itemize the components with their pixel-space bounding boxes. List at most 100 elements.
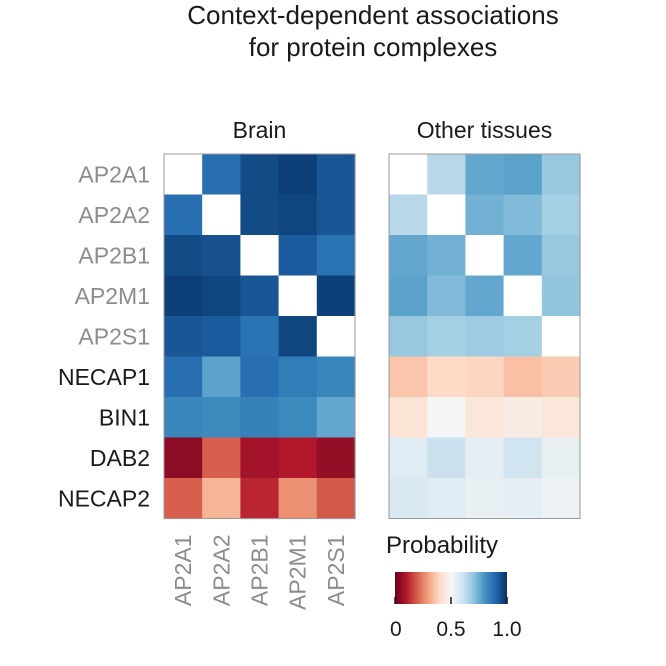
heatmap-cell [541, 356, 581, 398]
heatmap-cell [202, 397, 241, 439]
heatmap-cell [164, 437, 203, 479]
heatmap-cell [278, 194, 318, 236]
row-label: NECAP1 [58, 364, 150, 390]
heatmap-cell [427, 478, 466, 520]
heatmap-cell [316, 478, 356, 520]
column-label: AP2B1 [247, 535, 273, 607]
row-label: AP2M1 [75, 283, 150, 309]
panel-border [163, 153, 356, 519]
heatmap-cell [202, 316, 241, 358]
heatmap-panel-brain: Brain [163, 117, 356, 520]
heatmap-cell [541, 437, 581, 479]
heatmap-cell [427, 154, 466, 196]
heatmap-cell [202, 437, 241, 479]
heatmap-cell [389, 194, 428, 236]
heatmap-cell [427, 194, 466, 236]
colorbar-tick-label: 0 [390, 618, 402, 641]
heatmap-cell [240, 316, 280, 358]
heatmap-cell [278, 397, 318, 439]
heatmap-cell [164, 356, 203, 398]
colorbar-tick-label: 0.5 [436, 618, 465, 641]
heatmap-cell [389, 154, 428, 196]
heatmap-panels: Brain Other tissues [163, 117, 581, 520]
row-label: DAB2 [90, 445, 150, 471]
heatmap-cell [541, 194, 581, 236]
panel-title: Brain [233, 117, 287, 143]
heatmap-cell [503, 154, 543, 196]
heatmap-panel-other-tissues: Other tissues [388, 117, 581, 520]
heatmap-cell [541, 275, 581, 317]
heatmap-cell [316, 316, 356, 358]
heatmap-cell [240, 275, 280, 317]
heatmap-cell [240, 194, 280, 236]
heatmap-cell [389, 478, 428, 520]
heatmap-cell [316, 437, 356, 479]
heatmap-cell [240, 154, 280, 196]
row-label: BIN1 [99, 404, 150, 430]
heatmap-cell [240, 235, 280, 277]
heatmap-cell [278, 478, 318, 520]
heatmap-cell [278, 235, 318, 277]
heatmap-cell [427, 437, 466, 479]
heatmap-cell [389, 275, 428, 317]
heatmap-cell [164, 194, 203, 236]
colorbar-legend: Probability 0 0.5 1.0 [386, 532, 522, 641]
heatmap-cell [503, 194, 543, 236]
heatmap-cell [240, 397, 280, 439]
heatmap-cell [389, 356, 428, 398]
heatmap-cell [202, 154, 241, 196]
heatmap-cell [503, 397, 543, 439]
heatmap-cell [164, 478, 203, 520]
heatmap-cell [465, 478, 505, 520]
heatmap-cell [389, 397, 428, 439]
heatmap-cell [316, 235, 356, 277]
heatmap-cell [278, 154, 318, 196]
heatmap-cell [316, 154, 356, 196]
heatmap-cell [278, 275, 318, 317]
heatmap-cell [164, 316, 203, 358]
heatmap-cell [240, 437, 280, 479]
heatmap-cell [316, 275, 356, 317]
heatmap-cell [389, 235, 428, 277]
heatmap-cell [427, 275, 466, 317]
heatmap-cell [427, 356, 466, 398]
heatmap-cell [541, 154, 581, 196]
chart-title-line-1: Context-dependent associations [187, 0, 558, 30]
heatmap-cell [427, 235, 466, 277]
column-labels: AP2A1 AP2A2 AP2B1 AP2M1 AP2S1 [170, 535, 349, 610]
heatmap-cell [240, 356, 280, 398]
heatmap-cell [316, 194, 356, 236]
row-label: AP2B1 [78, 242, 150, 268]
heatmap-cell [278, 437, 318, 479]
heatmap-cell [240, 478, 280, 520]
heatmap-cell [541, 397, 581, 439]
heatmap-cell [278, 356, 318, 398]
heatmap-cell [278, 316, 318, 358]
heatmap-cell [465, 275, 505, 317]
heatmap-cell [316, 356, 356, 398]
heatmap-cell [316, 397, 356, 439]
heatmap-cell [389, 316, 428, 358]
row-labels: AP2A1 AP2A2 AP2B1 AP2M1 AP2S1 NECAP1 BIN1 DAB2 N… [58, 161, 150, 511]
heatmap-cell [164, 275, 203, 317]
heatmap-cell [164, 235, 203, 277]
column-label: AP2A2 [208, 535, 234, 607]
colorbar-tick-label: 1.0 [492, 618, 521, 641]
heatmap-cell [427, 316, 466, 358]
heatmap-cell [202, 275, 241, 317]
heatmap-cell [465, 194, 505, 236]
heatmap-cell [503, 275, 543, 317]
heatmap-cell [389, 437, 428, 479]
heatmap-cell [465, 437, 505, 479]
heatmap-cell [465, 154, 505, 196]
row-label: AP2A2 [78, 202, 150, 228]
column-label: AP2S1 [323, 535, 349, 607]
heatmap-cell [503, 316, 543, 358]
heatmap-cell [164, 397, 203, 439]
colorbar-title: Probability [386, 532, 498, 559]
heatmap-cell [202, 478, 241, 520]
heatmap-cell [541, 478, 581, 520]
heatmap-cell [202, 235, 241, 277]
heatmap-cell [427, 397, 466, 439]
